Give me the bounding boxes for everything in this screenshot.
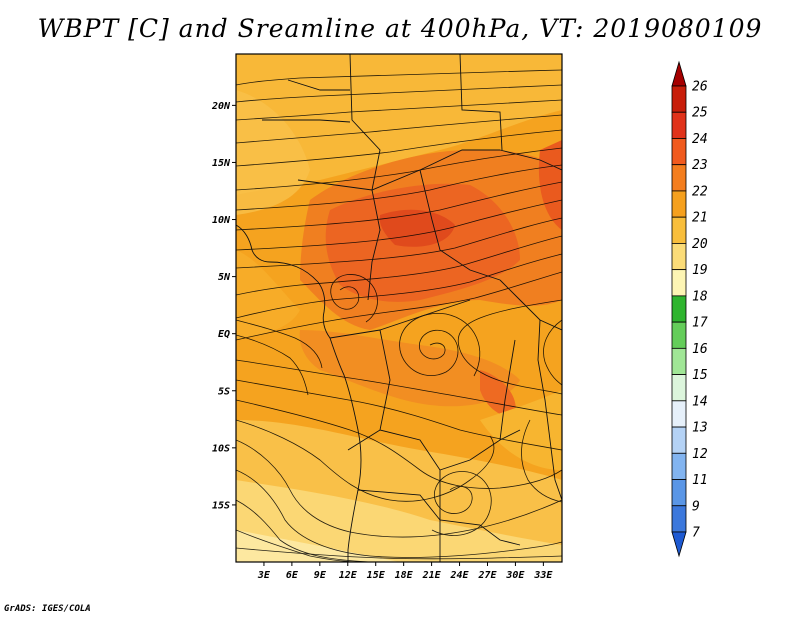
x-tick-label: 33E	[533, 570, 553, 581]
colorbar-box	[671, 243, 687, 271]
colorbar-label: 15	[692, 368, 708, 383]
colorbar-label: 16	[692, 342, 708, 357]
colorbar-box	[671, 426, 687, 454]
y-axis: 20N 15N 10N 5N EQ 5S 10S 15S	[211, 101, 236, 511]
colorbar-box	[671, 295, 687, 323]
y-tick-label: 10N	[212, 215, 231, 226]
colorbar-bottom-triangle	[671, 531, 687, 558]
colorbar-label: 18	[692, 289, 708, 304]
colorbar-box	[671, 321, 687, 349]
colorbar-box	[671, 138, 687, 166]
x-tick-label: 12E	[339, 570, 358, 581]
colorbar-label: 9	[692, 499, 700, 514]
y-tick-label: 15S	[212, 500, 230, 511]
colorbar-label: 19	[692, 263, 708, 278]
x-axis: 3E 6E 9E 12E 15E 18E 21E 24E 27E 30E 33E	[257, 562, 553, 581]
colorbar-label: 11	[692, 473, 708, 488]
colorbar-box	[671, 164, 687, 192]
footer-credit: GrADS: IGES/COLA	[4, 604, 91, 614]
colorbar-label: 25	[692, 106, 708, 121]
colorbar: 26 25 24 23 22 21 20 19 18 17 16 15 14 13 12 11 9 7	[671, 60, 708, 558]
map-frame	[235, 53, 563, 563]
y-tick-label: 5S	[218, 386, 230, 397]
colorbar-label: 26	[692, 80, 708, 95]
colorbar-box	[671, 505, 687, 533]
colorbar-label: 17	[692, 316, 708, 331]
colorbar-top-triangle	[671, 60, 687, 87]
colorbar-box	[671, 85, 687, 113]
x-tick-label: 30E	[505, 570, 525, 581]
wbpt-field	[236, 54, 562, 562]
chart-title: WBPT [C] and Sreamline at 400hPa, VT: 20…	[37, 14, 763, 43]
colorbar-box	[671, 400, 687, 428]
colorbar-label: 7	[692, 526, 700, 541]
colorbar-label: 20	[692, 237, 708, 252]
colorbar-box	[671, 347, 687, 375]
x-tick-label: 21E	[422, 570, 442, 581]
x-tick-label: 24E	[450, 570, 470, 581]
colorbar-label: 22	[692, 184, 708, 199]
colorbar-box	[671, 216, 687, 244]
colorbar-box	[671, 111, 687, 139]
streamlines	[236, 69, 562, 562]
y-tick-label: 10S	[212, 443, 230, 454]
x-tick-label: 18E	[395, 570, 414, 581]
colorbar-box	[671, 190, 687, 218]
colorbar-label: 23	[692, 158, 708, 173]
y-tick-label: 5N	[218, 272, 231, 283]
x-tick-label: 27E	[477, 570, 497, 581]
colorbar-box	[671, 479, 687, 507]
colorbar-label: 21	[692, 211, 708, 226]
colorbar-label: 13	[692, 421, 708, 436]
colorbar-label: 12	[692, 447, 708, 462]
x-tick-label: 3E	[257, 570, 271, 581]
x-tick-label: 15E	[367, 570, 386, 581]
colorbar-box	[671, 269, 687, 297]
colorbar-label: 14	[692, 394, 708, 409]
colorbar-label: 24	[692, 132, 708, 147]
x-tick-label: 9E	[314, 570, 327, 581]
y-tick-label: 15N	[212, 158, 231, 169]
y-tick-label: EQ	[218, 329, 230, 340]
colorbar-box	[671, 374, 687, 402]
x-tick-label: 6E	[286, 570, 299, 581]
country-borders	[236, 54, 562, 562]
colorbar-box	[671, 452, 687, 480]
y-tick-label: 20N	[211, 101, 231, 112]
